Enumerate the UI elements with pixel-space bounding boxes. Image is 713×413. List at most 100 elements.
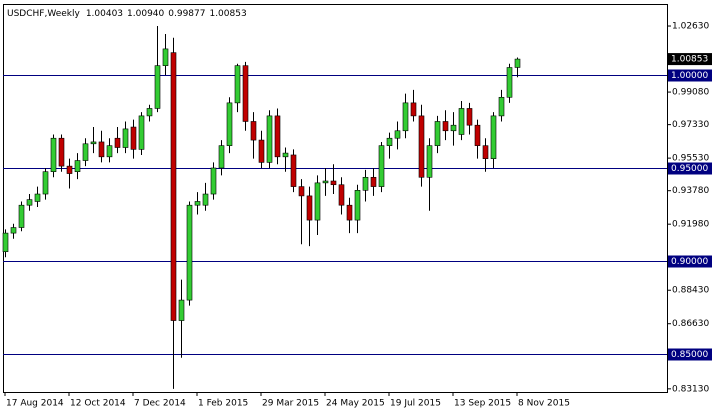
candle-body	[298, 186, 305, 197]
level-label-box	[668, 69, 712, 82]
candle-body	[98, 141, 105, 158]
header-close: 1.00853	[209, 9, 246, 19]
candle-body	[186, 204, 193, 301]
candle-body	[202, 193, 209, 206]
candle-body	[274, 115, 281, 158]
y-tick-label: 0.86630	[672, 319, 709, 329]
candle-body	[362, 176, 369, 191]
candle-body	[442, 121, 449, 132]
level-label-box	[668, 162, 712, 175]
candle-body	[306, 195, 313, 221]
level-label-box	[668, 348, 712, 361]
y-tick-label: 0.93780	[672, 186, 709, 196]
candle-body	[258, 139, 265, 163]
chart-title: USDCHF,Weekly	[7, 9, 80, 19]
candle-body	[74, 160, 81, 173]
candle-body	[250, 121, 257, 141]
candle-body	[82, 143, 89, 161]
header-open: 1.00403	[86, 9, 123, 19]
y-tick-label: 0.99080	[672, 88, 709, 98]
candle-body	[498, 96, 505, 117]
candle-body	[114, 137, 121, 148]
header-high: 1.00940	[127, 9, 164, 19]
plot-frame	[3, 4, 668, 393]
candle-body	[138, 115, 145, 150]
level-label: 0.95000	[671, 164, 708, 174]
x-tick-label: 19 Jul 2015	[390, 399, 441, 409]
candle-body	[434, 121, 441, 146]
candle-body	[506, 67, 513, 98]
y-tick-label: 1.02630	[672, 22, 709, 32]
level-label: 1.00000	[671, 71, 708, 81]
candle-body	[466, 108, 473, 126]
candle-body	[378, 145, 385, 187]
candle-body	[26, 199, 33, 206]
x-tick-label: 1 Feb 2015	[198, 399, 248, 409]
candle-body	[482, 145, 489, 159]
candle-body	[474, 124, 481, 146]
y-tick-label: 0.91980	[672, 220, 709, 230]
candle-body	[210, 167, 217, 195]
x-tick-label: 7 Dec 2014	[134, 399, 186, 409]
candle-body	[386, 137, 393, 146]
candle-body	[450, 124, 457, 132]
candle-body	[290, 154, 297, 187]
candle-body	[42, 171, 49, 195]
level-label: 0.90000	[671, 257, 708, 267]
candle-body	[2, 232, 9, 253]
candle-body	[90, 141, 97, 145]
x-tick-label: 13 Sep 2015	[454, 399, 511, 409]
chart-header: USDCHF,Weekly 1.00403 1.00940 0.99877 1.0085…	[7, 9, 247, 19]
candle-body	[266, 115, 273, 163]
candle-body	[410, 102, 417, 117]
candle-body	[338, 184, 345, 206]
candle-body	[458, 108, 465, 135]
last-price-box	[668, 53, 712, 66]
candle-body	[370, 176, 377, 187]
candle-body	[34, 193, 41, 202]
candle-body	[146, 108, 153, 117]
candle-body	[66, 165, 73, 174]
candle-body	[10, 227, 17, 234]
candle-body	[402, 102, 409, 132]
level-label-box	[668, 255, 712, 268]
candle-body	[226, 102, 233, 146]
candle-body	[194, 201, 201, 206]
x-tick-label: 12 Oct 2014	[70, 399, 126, 409]
candle-body	[170, 52, 177, 321]
candle-body	[122, 128, 129, 148]
x-tick-label: 24 May 2015	[326, 399, 385, 409]
y-tick-label: 0.95530	[672, 154, 709, 164]
candle-body	[58, 137, 65, 167]
candle-body	[130, 126, 137, 150]
x-tick-label: 29 Mar 2015	[262, 399, 319, 409]
candle-body	[162, 48, 169, 66]
candle-body	[154, 65, 161, 109]
candle-body	[354, 190, 361, 221]
candle-body	[322, 180, 329, 184]
last-price-label: 1.00853	[671, 55, 708, 65]
level-label: 0.85000	[671, 350, 708, 360]
candle-body	[282, 152, 289, 158]
candle-body	[178, 299, 185, 321]
x-tick-label: 8 Nov 2015	[518, 399, 570, 409]
candle-body	[346, 204, 353, 221]
candle-body	[514, 58, 521, 68]
y-tick-label: 0.88430	[672, 286, 709, 296]
candle-body	[50, 137, 57, 173]
candle-body	[18, 204, 25, 228]
x-tick-label: 17 Aug 2014	[6, 399, 64, 409]
candle-body	[234, 65, 241, 104]
candle-body	[314, 182, 321, 221]
candle-body	[218, 145, 225, 169]
candle-body	[426, 145, 433, 178]
candle-body	[418, 115, 425, 178]
header-low: 0.99877	[168, 9, 205, 19]
candle-body	[242, 65, 249, 122]
candle-body	[490, 115, 497, 159]
candle-body	[394, 130, 401, 139]
candle-body	[330, 180, 337, 186]
candle-body	[106, 145, 113, 158]
y-tick-label: 0.83130	[672, 384, 709, 394]
